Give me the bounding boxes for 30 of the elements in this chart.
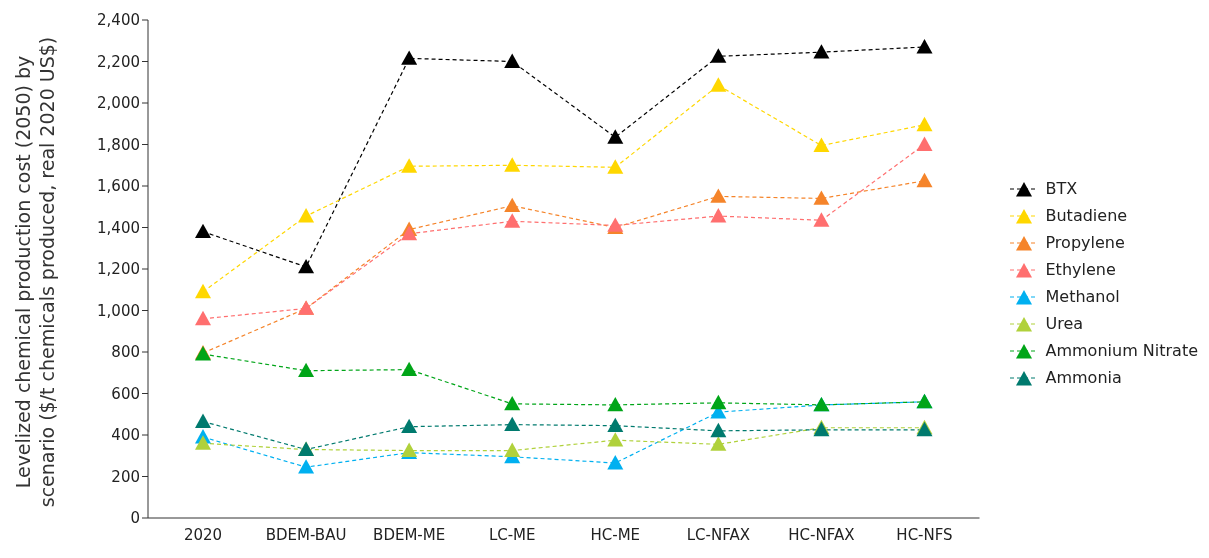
x-tick-label: BDEM-ME <box>373 526 446 544</box>
x-tick-label: LC-ME <box>488 526 536 544</box>
y-tick-label: 1,400 <box>97 218 140 237</box>
x-tick-label: HC-NFAX <box>788 526 855 544</box>
legend-label: Ammonia <box>1045 368 1122 387</box>
y-tick-label: 2,200 <box>97 52 140 71</box>
y-tick-label: 400 <box>111 426 140 445</box>
legend-label: BTX <box>1045 179 1078 198</box>
y-tick-label: 600 <box>111 384 140 403</box>
y-tick-label: 1,600 <box>97 177 140 196</box>
x-tick-label: BDEM-BAU <box>265 526 347 544</box>
y-tick-label: 200 <box>111 467 140 486</box>
legend-label: Ammonium Nitrate <box>1045 341 1198 360</box>
y-tick-label: 2,400 <box>97 11 140 30</box>
y-tick-label: 1,000 <box>97 301 140 320</box>
x-tick-label: LC-NFAX <box>686 526 750 544</box>
y-tick-label: 800 <box>111 343 140 362</box>
y-tick-label: 1,200 <box>97 260 140 279</box>
y-tick-label: 1,800 <box>97 135 140 154</box>
y-tick-label: 0 <box>130 509 140 528</box>
x-tick-label: 2020 <box>183 526 223 544</box>
y-axis-title: Levelized chemical production cost (2050) by scenario ($/t chemicals produced, real 2020 US$) <box>11 35 59 510</box>
legend-label: Propylene <box>1045 233 1125 252</box>
y-tick-label: 2,000 <box>97 94 140 113</box>
legend-label: Urea <box>1045 314 1084 333</box>
legend-label: Methanol <box>1045 287 1120 306</box>
legend-label: Butadiene <box>1045 206 1128 225</box>
x-tick-label: HC-NFS <box>896 526 953 544</box>
x-tick-label: HC-ME <box>590 526 641 544</box>
legend-label: Ethylene <box>1045 260 1116 279</box>
